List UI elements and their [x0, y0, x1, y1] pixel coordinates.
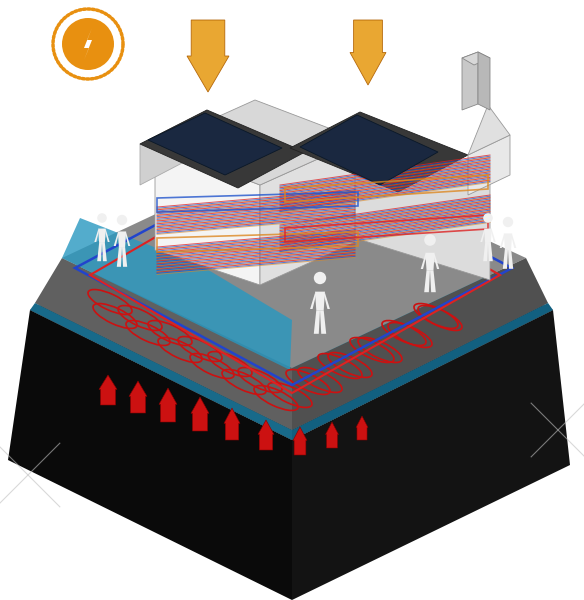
Polygon shape — [62, 150, 526, 368]
Circle shape — [483, 213, 493, 223]
Polygon shape — [140, 110, 207, 185]
Circle shape — [62, 18, 114, 70]
Polygon shape — [508, 249, 513, 269]
Polygon shape — [292, 258, 548, 430]
Polygon shape — [140, 110, 305, 188]
Polygon shape — [35, 258, 292, 430]
Polygon shape — [258, 420, 274, 450]
Polygon shape — [80, 173, 510, 408]
Polygon shape — [114, 232, 119, 246]
Polygon shape — [356, 416, 368, 440]
Polygon shape — [355, 130, 490, 280]
Polygon shape — [325, 422, 339, 448]
Polygon shape — [292, 310, 570, 600]
Polygon shape — [488, 243, 493, 261]
Polygon shape — [500, 235, 505, 248]
Polygon shape — [97, 243, 102, 261]
Polygon shape — [293, 427, 307, 455]
Polygon shape — [462, 52, 478, 110]
Polygon shape — [314, 310, 320, 334]
Circle shape — [424, 234, 436, 246]
Polygon shape — [95, 230, 99, 242]
Polygon shape — [504, 233, 512, 249]
Polygon shape — [462, 52, 490, 65]
Polygon shape — [424, 270, 430, 292]
Polygon shape — [122, 247, 127, 267]
Polygon shape — [483, 243, 488, 261]
Circle shape — [314, 272, 326, 284]
Polygon shape — [324, 293, 330, 309]
Polygon shape — [310, 293, 317, 309]
Polygon shape — [468, 135, 510, 195]
Polygon shape — [129, 381, 147, 413]
Polygon shape — [187, 20, 229, 92]
Polygon shape — [292, 303, 553, 440]
Polygon shape — [480, 230, 485, 242]
Polygon shape — [102, 243, 107, 261]
Circle shape — [503, 217, 513, 227]
Polygon shape — [35, 177, 548, 430]
Polygon shape — [118, 232, 126, 247]
Polygon shape — [105, 230, 110, 242]
Polygon shape — [148, 113, 282, 175]
Polygon shape — [98, 229, 106, 243]
Polygon shape — [468, 105, 510, 155]
Polygon shape — [300, 115, 438, 185]
Polygon shape — [224, 408, 240, 440]
Polygon shape — [315, 292, 325, 310]
Polygon shape — [260, 140, 360, 285]
Circle shape — [97, 213, 107, 223]
Polygon shape — [420, 254, 426, 269]
Polygon shape — [290, 112, 468, 192]
Polygon shape — [99, 375, 117, 405]
Polygon shape — [511, 235, 516, 248]
Polygon shape — [155, 145, 260, 285]
Polygon shape — [350, 20, 386, 85]
Polygon shape — [320, 310, 326, 334]
Polygon shape — [484, 229, 492, 243]
Polygon shape — [503, 249, 508, 269]
Polygon shape — [433, 254, 439, 269]
Polygon shape — [30, 303, 292, 440]
Polygon shape — [191, 397, 209, 431]
Polygon shape — [491, 230, 496, 242]
Polygon shape — [125, 232, 130, 246]
Polygon shape — [430, 270, 436, 292]
Polygon shape — [155, 100, 360, 185]
Polygon shape — [159, 388, 177, 422]
Polygon shape — [425, 253, 434, 270]
Polygon shape — [478, 52, 490, 110]
Polygon shape — [30, 182, 553, 440]
Polygon shape — [84, 28, 92, 60]
Circle shape — [117, 215, 127, 225]
Polygon shape — [62, 218, 292, 370]
Polygon shape — [8, 310, 292, 600]
Polygon shape — [117, 247, 122, 267]
